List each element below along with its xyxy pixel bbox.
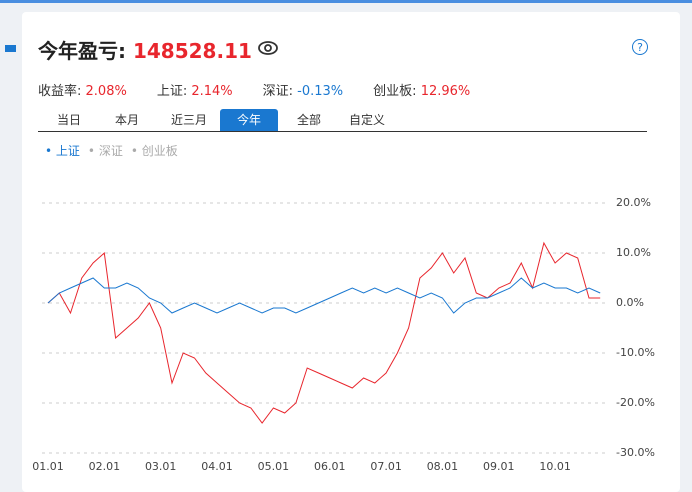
tab[interactable]: 当日	[56, 113, 81, 127]
stat-value: 2.14%	[191, 84, 233, 99]
x-tick-label: 05.01	[258, 460, 290, 473]
legend-item[interactable]: • 创业板	[130, 144, 178, 158]
header: 今年盈亏: 148528.11	[38, 35, 252, 64]
x-tick-label: 02.01	[89, 460, 121, 473]
header-value: 148528.11	[132, 39, 252, 63]
help-icon[interactable]: ?	[631, 38, 649, 56]
stat: 上证: 2.14%	[157, 84, 233, 99]
stat: 深证: -0.13%	[263, 84, 344, 99]
chart: 20.0% 10.0% 0.0% -10.0% -20.0% -30.0% 01.01 02.…	[32, 196, 655, 473]
stat-label: 深证:	[262, 84, 298, 99]
legend-item[interactable]: • 上证	[45, 144, 80, 158]
stat-label: 收益率:	[38, 84, 86, 99]
y-tick-label: -20.0%	[616, 396, 655, 409]
stat-value: -0.13%	[297, 84, 344, 99]
svg-text:?: ?	[637, 41, 643, 54]
eye-icon[interactable]	[256, 38, 280, 58]
y-tick-label: -30.0%	[616, 446, 655, 459]
x-tick-label: 04.01	[201, 460, 233, 473]
x-tick-label: 07.01	[370, 460, 402, 473]
top-bar	[0, 0, 692, 3]
stats: 收益率: 2.08% 上证: 2.14% 深证: -0.13% 创业板: 12.96%	[38, 80, 500, 99]
tab[interactable]: 本月	[114, 113, 139, 127]
header-title: 今年盈亏:	[38, 39, 133, 63]
stat: 收益率: 2.08%	[38, 84, 127, 99]
marker	[5, 45, 16, 52]
series-line	[47, 241, 601, 424]
tab[interactable]: 自定义	[348, 113, 385, 127]
legend: • 上证 • 深证 • 创业板	[45, 142, 186, 159]
y-tick-label: -10.0%	[616, 346, 655, 359]
x-tick-label: 03.01	[145, 460, 177, 473]
stat-label: 创业板:	[373, 84, 421, 99]
stat: 创业板: 12.96%	[373, 84, 470, 99]
tab[interactable]: 今年	[220, 109, 278, 131]
legend-item[interactable]: • 深证	[87, 144, 123, 158]
y-tick-label: 20.0%	[616, 196, 651, 209]
y-tick-label: 0.0%	[616, 296, 644, 309]
x-tick-label: 08.01	[427, 460, 459, 473]
x-tick-label: 09.01	[483, 460, 515, 473]
tab[interactable]: 全部	[296, 113, 321, 127]
stat-value: 2.08%	[85, 84, 127, 99]
stat-value: 12.96%	[420, 84, 471, 99]
tabs: 当日 本月 近三月 今年 全部 自定义	[38, 109, 647, 132]
y-tick-label: 10.0%	[616, 246, 651, 259]
x-tick-label: 06.01	[314, 460, 346, 473]
card	[22, 12, 680, 492]
series-line	[47, 277, 601, 314]
x-tick-label: 10.01	[539, 460, 571, 473]
x-tick-label: 01.01	[32, 460, 64, 473]
tab[interactable]: 近三月	[170, 113, 207, 127]
stat-label: 上证:	[156, 84, 192, 99]
